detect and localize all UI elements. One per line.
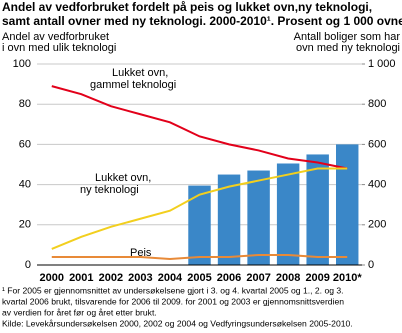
bar — [276, 163, 300, 265]
y-tick-label: 40 — [19, 179, 31, 191]
footnote: av verdien for året før og året etter br… — [2, 307, 157, 317]
x-tick-label: 2006 — [217, 272, 241, 284]
y-tick-label: 0 — [25, 259, 31, 271]
series-label: Peis — [130, 247, 152, 259]
x-tick-label: 2009 — [305, 272, 329, 284]
chart-title: samt antall ovner med ny teknologi. 2000… — [2, 14, 402, 28]
bar — [336, 144, 359, 265]
y2-tick-label: 1 000 — [368, 58, 396, 70]
y2-tick-label: 600 — [368, 138, 386, 150]
line — [51, 253, 348, 260]
x-tick-label: 2000 — [40, 272, 64, 284]
series-label: gammel teknologi — [90, 79, 176, 91]
footnote: kvartal 2006 brukt, tilsvarende for 2006… — [2, 296, 344, 306]
series-label: Lukket ovn, — [112, 67, 168, 79]
x-tick-label: 2002 — [99, 272, 123, 284]
y2-axis-label: Antall boliger som har — [294, 31, 401, 43]
x-tick-label: 2004 — [158, 272, 183, 284]
y-tick-label: 60 — [19, 138, 31, 150]
y-axis-label: Andel av vedforbruket — [2, 31, 109, 43]
footnote: Kilde: Levekårsundersøkelsen 2000, 2002 … — [2, 318, 353, 328]
series-label: Lukket ovn, — [95, 172, 151, 184]
y-tick-label: 100 — [13, 58, 31, 70]
y2-tick-label: 0 — [368, 259, 374, 271]
bar — [306, 154, 329, 265]
x-tick-label: 2005 — [187, 272, 211, 284]
bar — [188, 185, 211, 265]
series-label: ny teknologi — [80, 184, 139, 196]
footnote: ¹ For 2005 er gjennomsnittet av undersøk… — [2, 285, 344, 295]
y-tick-label: 80 — [19, 98, 31, 110]
line — [51, 85, 348, 170]
bar — [217, 174, 241, 265]
x-tick-label: 2010* — [333, 272, 362, 284]
y2-axis-label: ovn med ny teknologi — [296, 42, 400, 54]
x-tick-label: 2001 — [69, 272, 93, 284]
x-tick-label: 2003 — [128, 272, 152, 284]
y2-tick-label: 200 — [368, 219, 386, 231]
y2-tick-label: 400 — [368, 179, 386, 191]
y-tick-label: 20 — [19, 219, 31, 231]
x-tick-label: 2007 — [246, 272, 270, 284]
x-tick-label: 2008 — [276, 272, 300, 284]
y-axis-label: i ovn med ulik teknologi — [2, 42, 116, 54]
line — [51, 167, 348, 250]
bar — [247, 170, 270, 265]
chart-title: Andel av vedforbruket fordelt på peis og… — [2, 0, 372, 14]
y2-tick-label: 800 — [368, 98, 386, 110]
